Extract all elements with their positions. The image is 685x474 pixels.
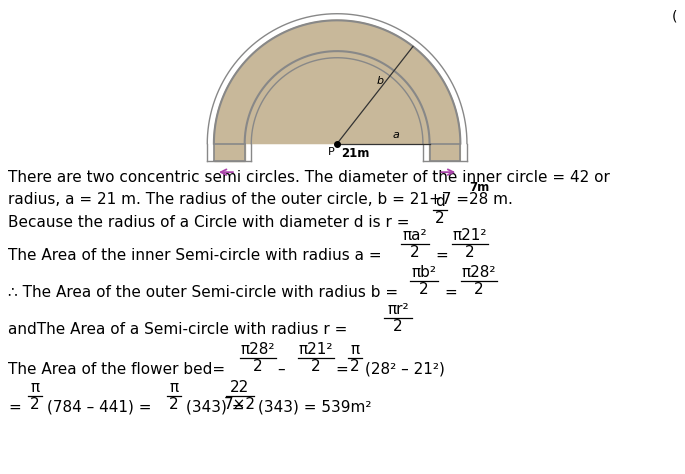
Text: =: = (335, 362, 348, 377)
Text: 22: 22 (230, 380, 249, 395)
Text: (343) = 539m²: (343) = 539m² (258, 400, 371, 415)
Text: 2: 2 (465, 245, 475, 260)
Text: There are two concentric semi circles. The diameter of the inner circle = 42 or: There are two concentric semi circles. T… (8, 170, 610, 185)
Text: π21²: π21² (453, 228, 487, 243)
Text: 2: 2 (435, 211, 445, 226)
Text: πb²: πb² (412, 265, 436, 280)
Polygon shape (214, 144, 245, 161)
Text: radius, a = 21 m. The radius of the outer circle, b = 21+7 =28 m.: radius, a = 21 m. The radius of the oute… (8, 192, 513, 207)
Text: 2: 2 (253, 359, 263, 374)
Text: π: π (351, 342, 360, 357)
Text: andThe Area of a Semi-circle with radius r =: andThe Area of a Semi-circle with radius… (8, 322, 347, 337)
Text: 7×2: 7×2 (224, 397, 256, 412)
Text: 7m: 7m (469, 181, 489, 194)
Text: πa²: πa² (403, 228, 427, 243)
Text: 21m: 21m (342, 147, 370, 160)
Text: –: – (277, 362, 285, 377)
Text: π: π (30, 380, 40, 395)
Text: b: b (377, 76, 384, 86)
Text: 2: 2 (30, 397, 40, 412)
Text: =: = (444, 285, 457, 300)
Text: (28² – 21²): (28² – 21²) (365, 362, 445, 377)
Text: ∴ The Area of the outer Semi-circle with radius b =: ∴ The Area of the outer Semi-circle with… (8, 285, 398, 300)
Text: 2: 2 (350, 359, 360, 374)
Text: 2: 2 (474, 282, 484, 297)
Text: The Area of the inner Semi-circle with radius a =: The Area of the inner Semi-circle with r… (8, 248, 382, 263)
Text: Because the radius of a Circle with diameter d is r =: Because the radius of a Circle with diam… (8, 215, 410, 230)
Text: P: P (328, 147, 335, 157)
Text: (784 – 441) =: (784 – 441) = (47, 400, 151, 415)
Polygon shape (214, 20, 460, 161)
Text: π: π (169, 380, 179, 395)
Text: 2: 2 (410, 245, 420, 260)
Text: 2: 2 (393, 319, 403, 334)
Text: 2: 2 (311, 359, 321, 374)
Text: 2: 2 (419, 282, 429, 297)
Text: π21²: π21² (299, 342, 333, 357)
Text: π28²: π28² (462, 265, 496, 280)
Text: π28²: π28² (240, 342, 275, 357)
Text: d: d (435, 194, 445, 209)
Text: (343) =: (343) = (186, 400, 245, 415)
Text: =: = (8, 400, 21, 415)
Text: (: ( (672, 9, 677, 23)
Text: =: = (435, 248, 448, 263)
Text: 2: 2 (169, 397, 179, 412)
Text: πr²: πr² (387, 302, 409, 317)
Text: a: a (393, 130, 399, 140)
Text: The Area of the flower bed=: The Area of the flower bed= (8, 362, 225, 377)
